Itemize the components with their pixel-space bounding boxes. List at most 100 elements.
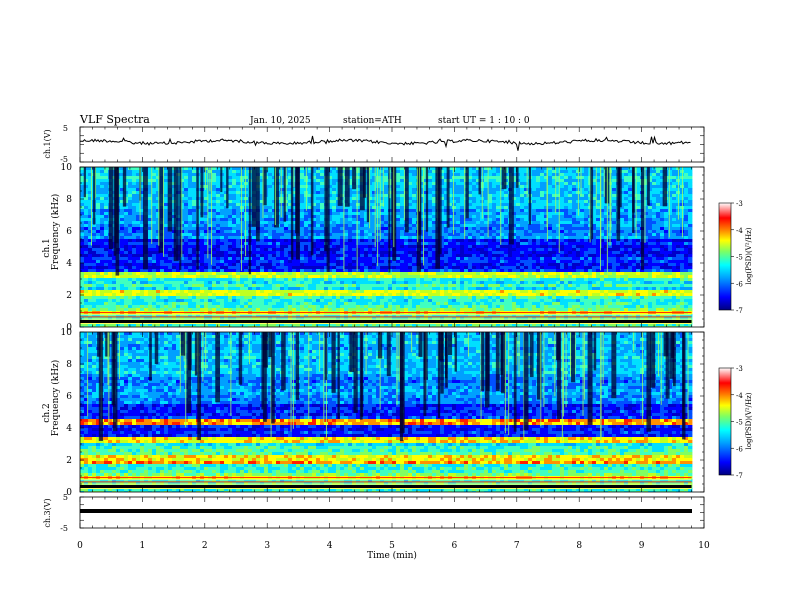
spectrogram-cell xyxy=(80,167,85,171)
spectrogram-cell xyxy=(620,167,625,171)
spectrogram-cell xyxy=(356,167,361,171)
spectrogram-cell xyxy=(140,182,145,186)
spectrogram-cell xyxy=(168,239,173,243)
spectrogram-cell xyxy=(264,239,269,243)
spectrogram-cell xyxy=(260,254,265,258)
spectrogram-cell xyxy=(148,218,153,222)
spectrogram-cell xyxy=(620,233,625,237)
spectrogram-cell xyxy=(92,242,97,246)
spectrogram-cell xyxy=(328,254,333,258)
spectrogram-cell xyxy=(260,188,265,192)
spectrogram-cell xyxy=(560,203,565,207)
spectrogram-cell xyxy=(244,230,249,234)
spectrogram-cell xyxy=(280,173,285,177)
spectrogram-cell xyxy=(80,212,85,216)
spectrogram-cell xyxy=(656,203,661,207)
spectrogram-cell xyxy=(228,236,233,240)
spectrogram-cell xyxy=(328,203,333,207)
spectrogram-cell xyxy=(468,179,473,183)
spectrogram-cell xyxy=(444,239,449,243)
spectrogram-cell xyxy=(160,254,165,258)
spectrogram-cell xyxy=(148,227,153,231)
spectrogram-cell xyxy=(520,242,525,246)
spectrogram-cell xyxy=(244,260,249,264)
spectrogram-cell xyxy=(132,218,137,222)
spectrogram-cell xyxy=(308,230,313,234)
spectrogram-cell xyxy=(208,254,213,258)
spectrogram-cell xyxy=(456,194,461,198)
spectrogram-cell xyxy=(408,233,413,237)
spectrogram-cell xyxy=(496,179,501,183)
spectrogram-cell xyxy=(396,221,401,225)
spectrogram-cell xyxy=(276,248,281,252)
spectrogram-cell xyxy=(128,227,133,231)
spectrogram-cell xyxy=(100,191,105,195)
spectrogram-cell xyxy=(300,182,305,186)
spectrogram-cell xyxy=(400,215,405,219)
spectrogram-cell xyxy=(260,215,265,219)
spectrogram-cell xyxy=(264,209,269,213)
spectrogram-cell xyxy=(356,230,361,234)
spectrogram-cell xyxy=(308,200,313,204)
spectrogram-cell xyxy=(184,173,189,177)
spectrogram-cell xyxy=(684,176,689,180)
spectrogram-cell xyxy=(504,191,509,195)
spectrogram-cell xyxy=(484,245,489,249)
spectrogram-cell xyxy=(136,206,141,210)
spectrogram-cell xyxy=(520,260,525,264)
spectrogram-cell xyxy=(136,221,141,225)
spectrogram-cell xyxy=(576,227,581,231)
spectrogram-cell xyxy=(332,209,337,213)
spectrogram-cell xyxy=(360,260,365,264)
spectrogram-cell xyxy=(504,188,509,192)
spectrogram-cell xyxy=(496,245,501,249)
spectrogram-cell xyxy=(372,254,377,258)
spectrogram-cell xyxy=(688,179,693,183)
spectrogram-cell xyxy=(544,209,549,213)
spectrogram-cell xyxy=(472,236,477,240)
spectrogram-cell xyxy=(552,197,557,201)
spectrogram-cell xyxy=(356,176,361,180)
spectrogram-cell xyxy=(320,215,325,219)
spectrogram-cell xyxy=(492,215,497,219)
spectrogram-cell xyxy=(96,248,101,252)
spectrogram-cell xyxy=(568,257,573,261)
spectrogram-cell xyxy=(532,182,537,186)
spectrogram-cell xyxy=(552,239,557,243)
spectrogram-cell xyxy=(136,251,141,255)
spectrogram-cell xyxy=(564,194,569,198)
spectrogram-cell xyxy=(596,215,601,219)
spectrogram-cell xyxy=(532,173,537,177)
spectrogram-cell xyxy=(460,203,465,207)
spectrogram-cell xyxy=(500,197,505,201)
spectrogram-cell xyxy=(452,176,457,180)
spectrogram-cell xyxy=(332,197,337,201)
spectrogram-cell xyxy=(224,239,229,243)
spectrogram-cell xyxy=(120,254,125,258)
spectrogram-cell xyxy=(184,260,189,264)
spectrogram-cell xyxy=(532,254,537,258)
spectrogram-cell xyxy=(540,218,545,222)
spectrogram-cell xyxy=(528,227,533,231)
spectrogram-cell xyxy=(356,179,361,183)
spectrogram-cell xyxy=(188,209,193,213)
spectrogram-cell xyxy=(564,179,569,183)
spectrogram-cell xyxy=(544,167,549,171)
spectrogram-cell xyxy=(536,188,541,192)
spectrogram-cell xyxy=(480,248,485,252)
spectrogram-cell xyxy=(572,206,577,210)
spectrogram-cell xyxy=(244,191,249,195)
spectrogram-cell xyxy=(152,248,157,252)
spectrogram-cell xyxy=(652,203,657,207)
spectrogram-cell xyxy=(264,227,269,231)
spectrogram-cell xyxy=(428,170,433,174)
spectrogram-cell xyxy=(636,170,641,174)
spectrogram-cell xyxy=(572,248,577,252)
spectrogram-cell xyxy=(412,239,417,243)
spectrogram-cell xyxy=(100,227,105,231)
spectrogram-cell xyxy=(200,233,205,237)
spectrogram-cell xyxy=(216,173,221,177)
spectrogram-cell xyxy=(208,233,213,237)
spectrogram-cell xyxy=(428,242,433,246)
spectrogram-cell xyxy=(256,257,261,261)
